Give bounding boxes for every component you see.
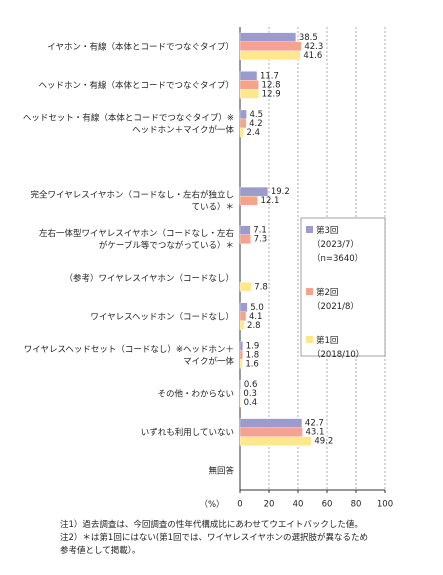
bar <box>239 71 258 81</box>
value-label: 42.3 <box>304 42 323 52</box>
x-tick-label: 40 <box>293 500 304 510</box>
legend-box <box>300 217 386 357</box>
value-label: 11.7 <box>260 71 279 81</box>
value-label: 19.2 <box>271 187 290 197</box>
value-label: 12.9 <box>262 89 281 99</box>
bar <box>239 302 248 313</box>
bar <box>239 359 243 369</box>
legend-swatch <box>306 336 313 343</box>
value-label: 7.3 <box>254 235 268 245</box>
value-label: 49.2 <box>314 437 333 447</box>
bar <box>239 282 252 292</box>
bar <box>239 195 258 206</box>
bar <box>239 50 301 60</box>
bar <box>239 127 244 138</box>
y-tick-label: いずれも利用していない <box>141 427 234 438</box>
value-label: 43.1 <box>305 428 324 438</box>
bar <box>239 436 312 446</box>
bar <box>239 89 259 99</box>
y-tick-label: イヤホン・有線（本体とコードでつなぐタイプ） <box>47 41 234 52</box>
value-label: 2.8 <box>247 321 261 331</box>
y-tick-label: 左右一体型ワイヤレスイヤホン（コードなし・左右がケーブル等でつながっている）＊ <box>39 228 234 251</box>
bar <box>239 186 268 197</box>
y-tick-label: （参考）ワイヤレスイヤホン（コードなし） <box>65 272 235 283</box>
x-tick-label: 20 <box>264 500 275 510</box>
legend-swatch <box>306 226 313 233</box>
bar <box>239 234 251 244</box>
x-tick-label: 80 <box>351 500 362 510</box>
value-label: 41.6 <box>303 51 322 61</box>
bar <box>239 80 259 90</box>
bar <box>239 341 243 351</box>
legend-label: 第2回（2021/8） <box>312 287 359 312</box>
bar <box>239 427 303 437</box>
legend: 第3回（2023/7）（n=3640） 第2回（2021/8） 第1回（2018/1… <box>300 217 386 360</box>
legend-label: 第1回（2018/10） <box>312 335 364 360</box>
value-label: 4.1 <box>249 312 263 322</box>
value-label: 42.7 <box>305 419 324 429</box>
bar <box>239 379 242 390</box>
value-label: 1.6 <box>245 359 259 369</box>
value-label: 12.8 <box>262 80 281 90</box>
bar <box>239 32 296 42</box>
y-tick-label: ヘッドセット・有線（本体とコードでつなぐタイプ）※ヘッドホン＋マイクが一体 <box>23 112 235 135</box>
value-label: 4.5 <box>250 110 264 120</box>
value-label: 5.0 <box>250 303 264 313</box>
value-label: 0.6 <box>244 380 258 390</box>
value-label: 0.4 <box>244 398 258 408</box>
y-tick-label: ヘッドホン・有線（本体とコードでつなぐタイプ） <box>38 79 234 90</box>
value-label: 2.4 <box>246 128 260 138</box>
y-tick-label: ワイヤレスヘッドホン（コードなし） <box>90 311 234 322</box>
x-tick-label: 0 <box>237 500 242 510</box>
value-label: 4.2 <box>249 119 263 129</box>
value-label: 7.8 <box>254 282 268 292</box>
x-tick-label: 60 <box>322 500 333 510</box>
bar <box>239 41 302 51</box>
value-label: 7.1 <box>253 226 267 236</box>
legend-swatch <box>306 288 313 295</box>
y-tick-label: ワイヤレスヘッドセット（コードなし）※ヘッドホン＋マイクが一体 <box>24 343 235 366</box>
y-tick-label: その他・わからない <box>157 388 234 399</box>
note: 注2）＊は第1回にはない(第1回では、ワイヤレスイヤホンの選択肢が異なるため参考… <box>60 532 368 556</box>
bar <box>239 225 251 235</box>
bar <box>239 397 241 408</box>
value-label: 1.9 <box>246 341 260 351</box>
bar <box>239 311 247 322</box>
x-tick-label: 100 <box>377 500 393 510</box>
value-label: 12.1 <box>261 196 280 206</box>
y-tick-label: 完全ワイヤレスイヤホン（コードなし・左右が独立している）＊ <box>31 189 235 212</box>
bar <box>239 118 247 129</box>
bar <box>239 418 303 428</box>
note: 注1）過去調査は、今回調査の性年代構成比にあわせてウエイトバックした値。 <box>60 519 363 530</box>
x-axis-label: （%） <box>199 499 224 510</box>
bar <box>239 350 243 360</box>
value-label: 1.8 <box>246 350 260 360</box>
y-tick-label: 無回答 <box>208 465 234 476</box>
bar <box>239 109 247 120</box>
value-label: 0.3 <box>243 389 257 399</box>
value-label: 38.5 <box>299 33 318 43</box>
legend-label: 第3回（2023/7）（n=3640） <box>312 225 363 264</box>
bar <box>239 320 245 331</box>
